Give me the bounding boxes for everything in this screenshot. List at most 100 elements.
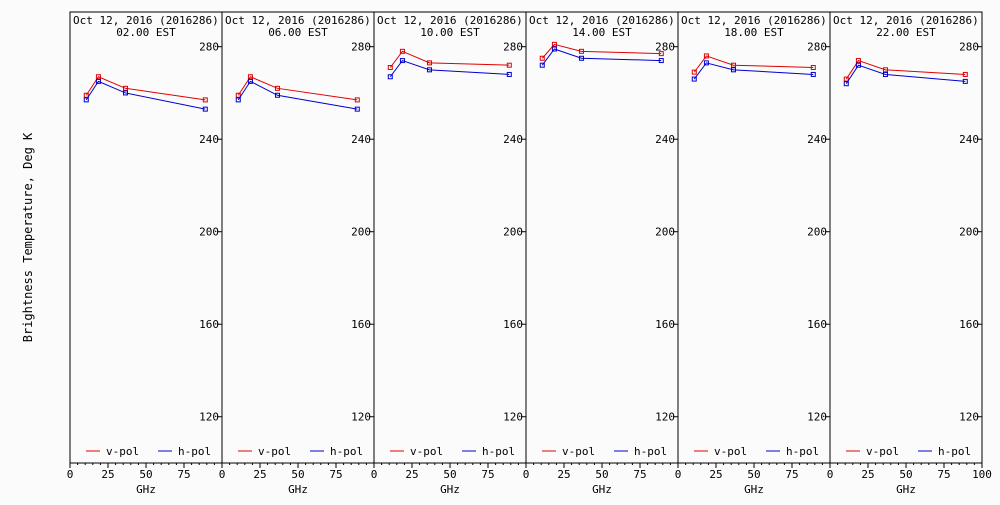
data-point-h-pol	[274, 92, 280, 98]
data-point-h-pol	[122, 90, 128, 96]
y-tick-label: 200	[351, 226, 371, 239]
panel-title: Oct 12, 2016 (2016286)	[225, 14, 371, 27]
x-tick-label: 75	[329, 468, 342, 481]
y-tick-label: 280	[807, 41, 827, 54]
chart-panel-6: Oct 12, 2016 (2016286)22.00 EST 120 160 200…	[827, 11, 992, 496]
panel-subtitle: 06.00 EST	[268, 26, 328, 39]
x-tick-label: 25	[861, 468, 874, 481]
chart-panel-1: Oct 12, 2016 (2016286)02.00 EST 120 160 200…	[21, 11, 223, 496]
x-tick-label: 0	[827, 468, 834, 481]
x-tick-label: 25	[709, 468, 722, 481]
data-point-v-pol	[399, 48, 405, 54]
series-line-h-pol	[845, 64, 966, 84]
data-point-h-pol	[95, 78, 101, 84]
data-point-v-pol	[122, 85, 128, 91]
y-tick-label: 200	[199, 226, 219, 239]
data-point-h-pol	[83, 97, 89, 103]
series-h-pol	[843, 62, 968, 87]
data-point-v-pol	[578, 48, 584, 54]
legend-label-h-pol: h-pol	[786, 445, 819, 458]
data-point-h-pol	[855, 62, 861, 68]
series-v-pol	[539, 41, 664, 61]
legend-label-v-pol: v-pol	[106, 445, 139, 458]
legend-label-v-pol: v-pol	[714, 445, 747, 458]
x-tick-label: 0	[523, 468, 530, 481]
data-point-h-pol	[962, 78, 968, 84]
y-tick-label: 240	[351, 133, 371, 146]
x-tick-label: 100	[972, 468, 992, 481]
series-v-pol	[843, 58, 968, 82]
data-point-h-pol	[882, 71, 888, 77]
chart-panel-2: Oct 12, 2016 (2016286)06.00 EST 120 160 200…	[219, 11, 375, 496]
y-axis-label: Brightness Temperature, Deg K	[21, 132, 35, 342]
x-tick-label: 25	[253, 468, 266, 481]
x-tick-label: 75	[481, 468, 494, 481]
series-line-v-pol	[845, 59, 966, 80]
data-point-h-pol	[399, 58, 405, 64]
y-tick-label: 240	[959, 133, 979, 146]
data-point-v-pol	[235, 92, 241, 98]
x-axis-label: GHz	[592, 483, 612, 496]
data-point-v-pol	[843, 76, 849, 82]
data-point-h-pol	[658, 58, 664, 64]
data-point-v-pol	[855, 58, 861, 64]
y-tick-label: 280	[351, 41, 371, 54]
x-axis-label: GHz	[440, 483, 460, 496]
panel-title: Oct 12, 2016 (2016286)	[377, 14, 523, 27]
y-tick-label: 280	[199, 41, 219, 54]
data-point-h-pol	[235, 97, 241, 103]
y-tick-label: 120	[503, 411, 523, 424]
panel-title: Oct 12, 2016 (2016286)	[681, 14, 827, 27]
series-line-h-pol	[389, 59, 510, 78]
x-tick-label: 75	[633, 468, 646, 481]
panel-subtitle: 22.00 EST	[876, 26, 936, 39]
y-tick-label: 160	[503, 318, 523, 331]
data-point-v-pol	[882, 67, 888, 73]
legend-label-v-pol: v-pol	[866, 445, 899, 458]
y-tick-label: 160	[655, 318, 675, 331]
series-v-pol	[83, 74, 208, 103]
x-tick-label: 50	[443, 468, 456, 481]
x-tick-label: 50	[595, 468, 608, 481]
x-tick-label: 75	[785, 468, 798, 481]
x-tick-label: 0	[67, 468, 74, 481]
data-point-h-pol	[703, 60, 709, 66]
legend-label-v-pol: v-pol	[410, 445, 443, 458]
y-tick-label: 200	[503, 226, 523, 239]
chart-panel-5: Oct 12, 2016 (2016286)18.00 EST 120 160 200…	[675, 11, 831, 496]
data-point-v-pol	[962, 71, 968, 77]
series-h-pol	[539, 46, 664, 68]
panel-subtitle: 10.00 EST	[420, 26, 480, 39]
data-point-v-pol	[274, 85, 280, 91]
data-point-v-pol	[247, 74, 253, 80]
data-point-v-pol	[202, 97, 208, 103]
chart-panel-4: Oct 12, 2016 (2016286)14.00 EST 120 160 200…	[523, 11, 679, 496]
series-line-v-pol	[389, 50, 510, 68]
data-point-v-pol	[730, 62, 736, 68]
data-point-h-pol	[387, 74, 393, 80]
y-tick-label: 280	[655, 41, 675, 54]
y-tick-label: 160	[807, 318, 827, 331]
data-point-h-pol	[843, 81, 849, 87]
x-tick-label: 75	[177, 468, 190, 481]
y-tick-label: 240	[655, 133, 675, 146]
data-point-v-pol	[95, 74, 101, 80]
y-tick-label: 160	[199, 318, 219, 331]
series-line-h-pol	[237, 80, 358, 110]
panel-title: Oct 12, 2016 (2016286)	[529, 14, 675, 27]
legend-label-h-pol: h-pol	[634, 445, 667, 458]
y-tick-label: 200	[655, 226, 675, 239]
series-h-pol	[235, 78, 360, 112]
y-tick-label: 280	[959, 41, 979, 54]
series-h-pol	[387, 58, 512, 80]
x-tick-label: 0	[219, 468, 226, 481]
data-point-h-pol	[551, 46, 557, 52]
data-point-h-pol	[578, 55, 584, 61]
data-point-v-pol	[691, 69, 697, 75]
data-point-h-pol	[426, 67, 432, 73]
panel-title: Oct 12, 2016 (2016286)	[73, 14, 219, 27]
data-point-v-pol	[551, 41, 557, 47]
y-tick-label: 120	[351, 411, 371, 424]
